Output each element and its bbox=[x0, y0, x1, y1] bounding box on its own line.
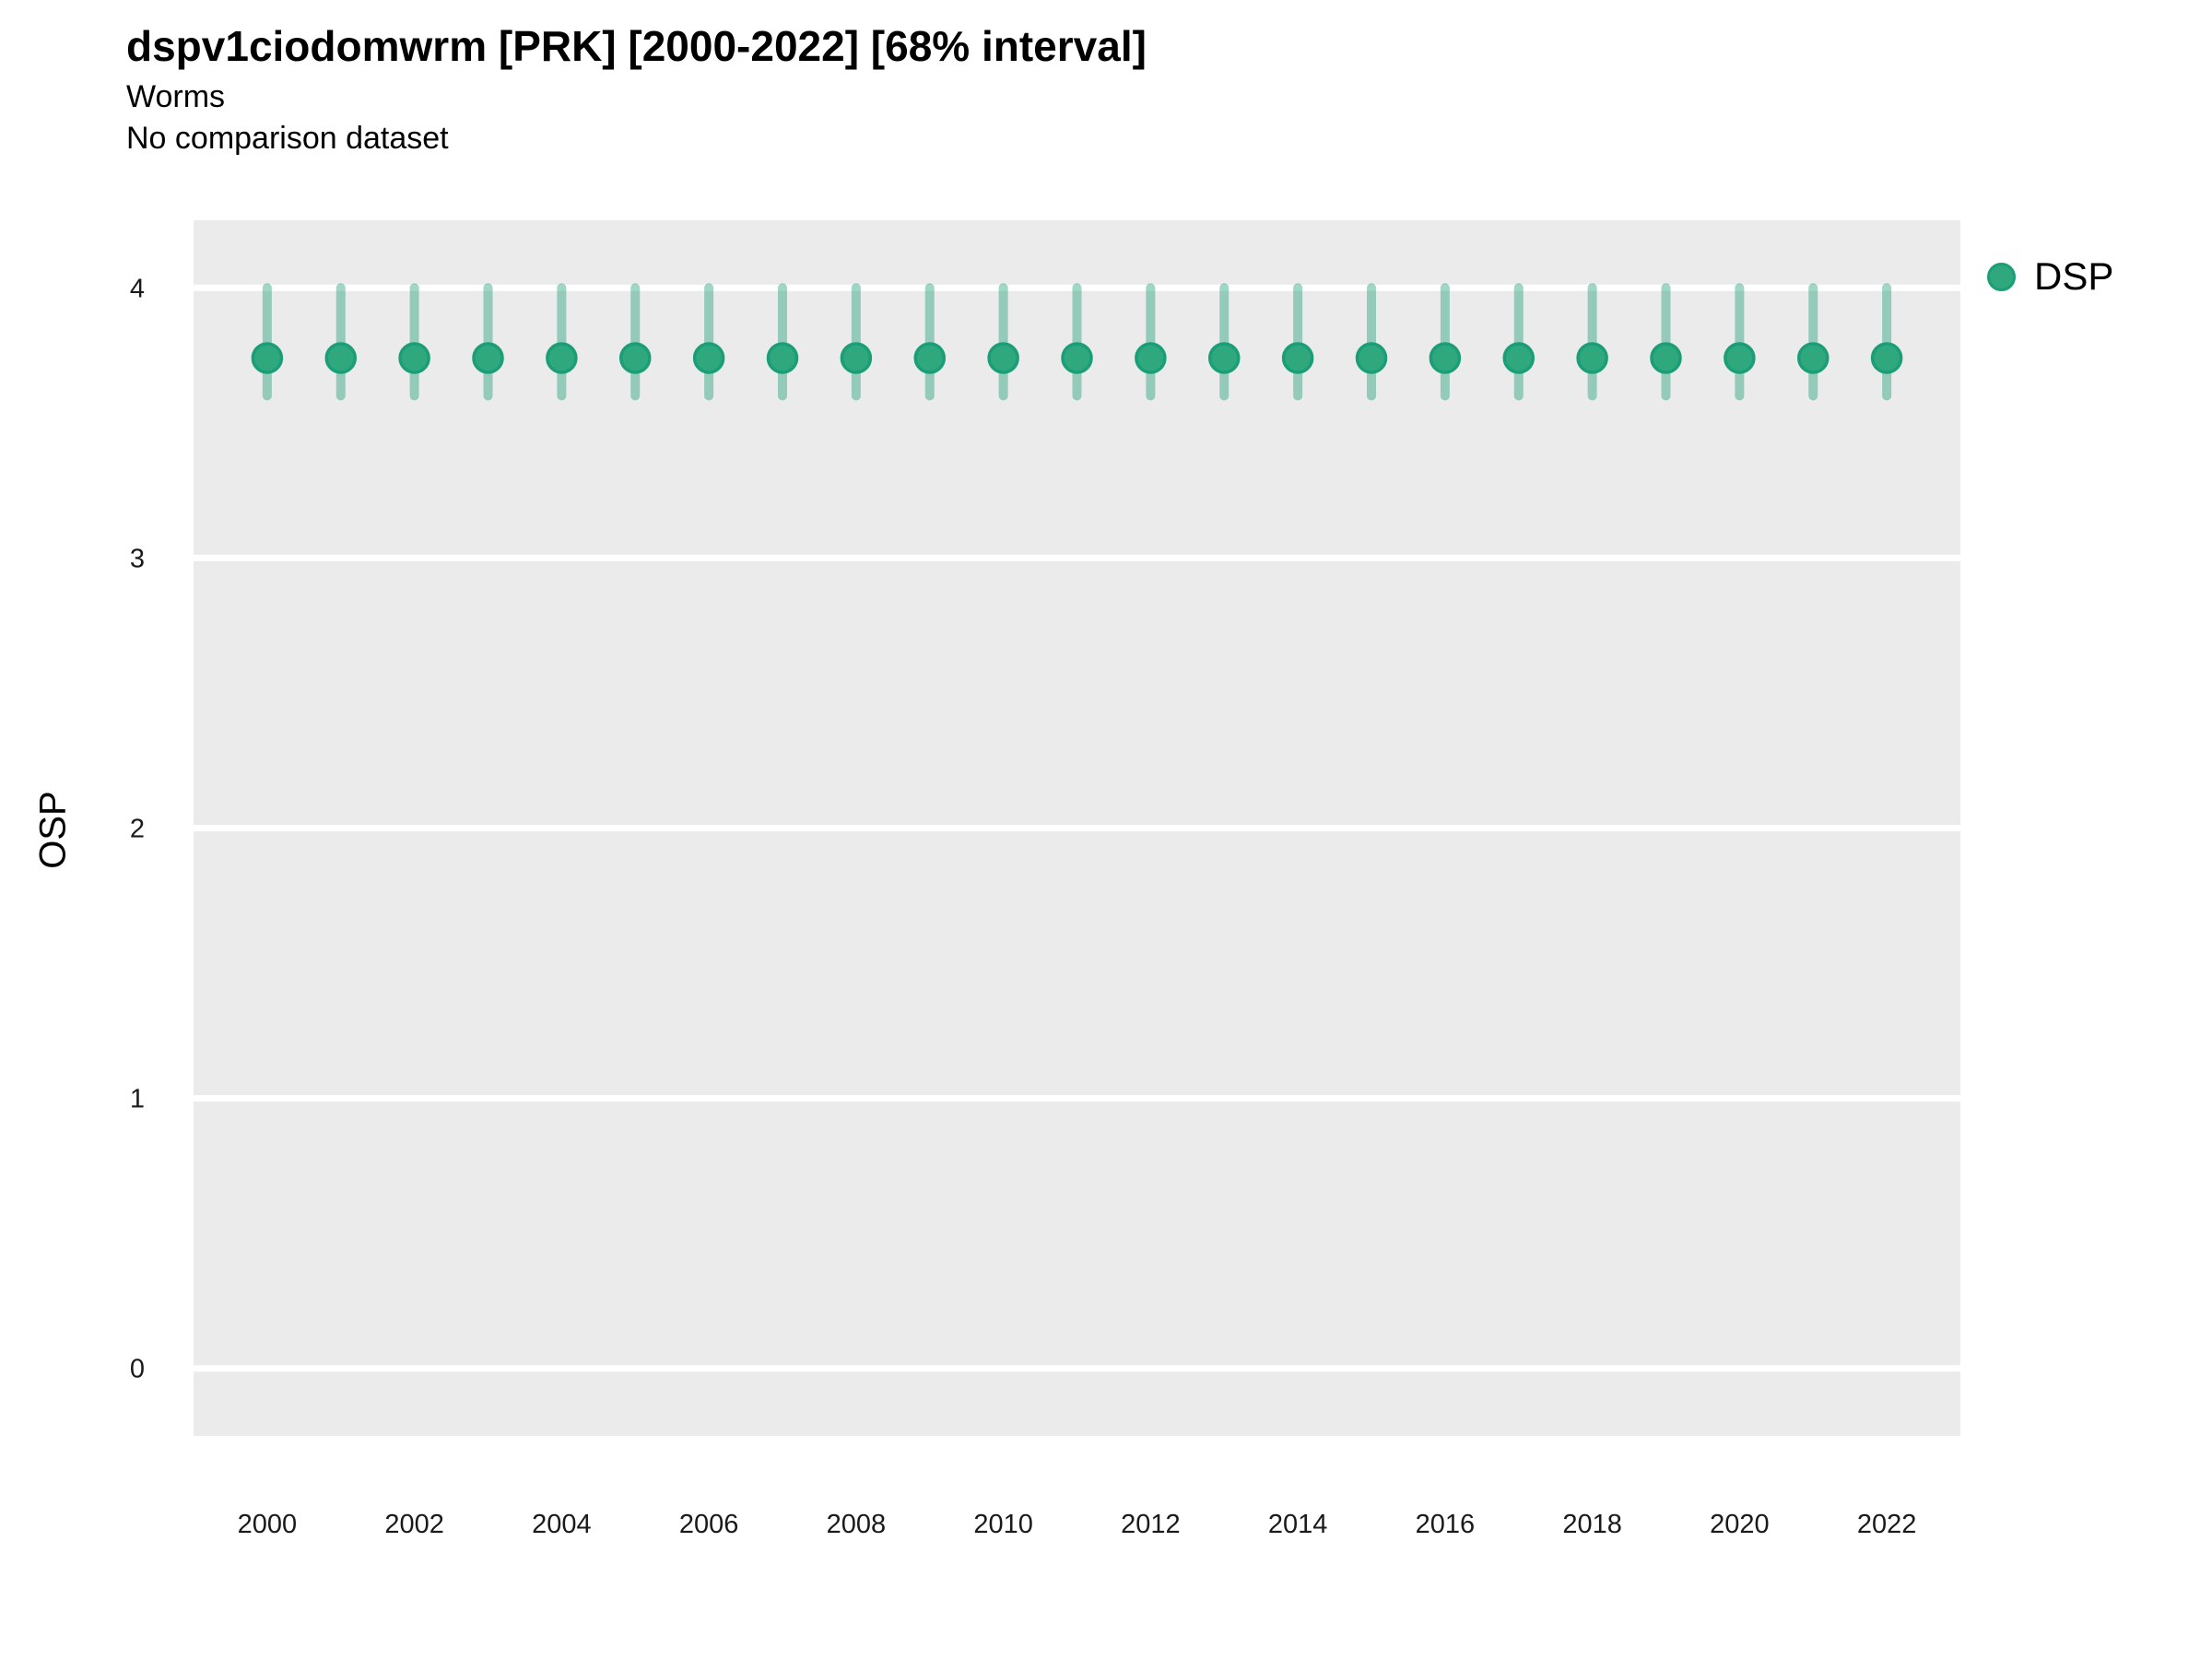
data-point-DSP-2005 bbox=[619, 342, 652, 374]
y-tick-label-3: 3 bbox=[130, 544, 145, 573]
data-point-DSP-2001 bbox=[324, 342, 357, 374]
comparison-note: No comparison dataset bbox=[126, 120, 449, 156]
y-tick-label-2: 2 bbox=[130, 815, 145, 844]
data-point-DSP-2016 bbox=[1429, 342, 1462, 374]
data-point-DSP-2002 bbox=[398, 342, 430, 374]
data-point-DSP-2013 bbox=[1208, 342, 1241, 374]
x-tick-label-2022: 2022 bbox=[1857, 1510, 1917, 1539]
x-tick-label-2000: 2000 bbox=[238, 1510, 298, 1539]
data-point-DSP-2019 bbox=[1650, 342, 1682, 374]
data-point-DSP-2007 bbox=[766, 342, 799, 374]
y-tick-label-4: 4 bbox=[130, 274, 145, 303]
data-point-DSP-2018 bbox=[1576, 342, 1608, 374]
data-point-DSP-2004 bbox=[546, 342, 578, 374]
y-axis-title: OSP bbox=[32, 791, 74, 869]
data-point-DSP-2000 bbox=[251, 342, 284, 374]
data-point-DSP-2009 bbox=[913, 342, 946, 374]
x-tick-label-2016: 2016 bbox=[1416, 1510, 1476, 1539]
legend: DSP bbox=[1987, 254, 2113, 299]
data-point-DSP-2006 bbox=[692, 342, 725, 374]
x-tick-label-2008: 2008 bbox=[827, 1510, 887, 1539]
data-point-DSP-2012 bbox=[1135, 342, 1167, 374]
data-point-DSP-2008 bbox=[840, 342, 873, 374]
chart-header: dspv1ciodomwrm [PRK] [2000-2022] [68% in… bbox=[126, 20, 1147, 157]
x-tick-label-2014: 2014 bbox=[1268, 1510, 1328, 1539]
x-tick-label-2002: 2002 bbox=[384, 1510, 444, 1539]
chart-subtitle: Worms bbox=[126, 78, 226, 114]
x-tick-label-2020: 2020 bbox=[1710, 1510, 1770, 1539]
data-point-DSP-2003 bbox=[472, 342, 504, 374]
legend-dsp-circle-icon bbox=[1987, 262, 2016, 291]
data-point-DSP-2022 bbox=[1870, 342, 1903, 374]
x-tick-label-2010: 2010 bbox=[973, 1510, 1033, 1539]
x-tick-label-2012: 2012 bbox=[1121, 1510, 1181, 1539]
data-point-DSP-2021 bbox=[1797, 342, 1830, 374]
x-tick-label-2006: 2006 bbox=[679, 1510, 739, 1539]
y-tick-label-1: 1 bbox=[130, 1085, 145, 1114]
data-point-DSP-2020 bbox=[1724, 342, 1756, 374]
data-point-DSP-2011 bbox=[1061, 342, 1093, 374]
data-point-DSP-2015 bbox=[1355, 342, 1388, 374]
chart-title: dspv1ciodomwrm [PRK] [2000-2022] [68% in… bbox=[126, 22, 1147, 70]
y-tick-label-0: 0 bbox=[130, 1355, 145, 1384]
data-point-DSP-2014 bbox=[1281, 342, 1314, 374]
data-point-DSP-2017 bbox=[1502, 342, 1535, 374]
x-tick-label-2018: 2018 bbox=[1562, 1510, 1622, 1539]
data-point-DSP-2010 bbox=[987, 342, 1019, 374]
legend-dsp-label: DSP bbox=[2034, 254, 2114, 298]
x-tick-label-2004: 2004 bbox=[532, 1510, 592, 1539]
